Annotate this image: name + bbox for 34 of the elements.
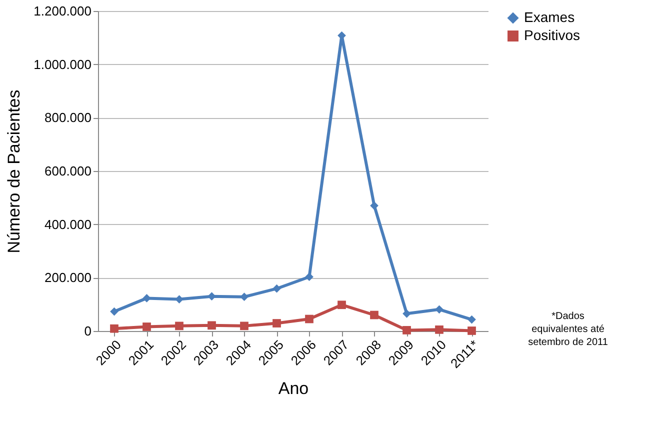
y-tick-label: 600.000 [44, 164, 92, 178]
point [468, 326, 476, 335]
point [240, 292, 248, 302]
point [370, 310, 378, 320]
y-tick-label: 800.000 [44, 110, 92, 126]
y-tick-label: 1.200.000 [34, 4, 92, 18]
point [110, 307, 118, 316]
point [435, 305, 444, 314]
legend-label: Exames [524, 9, 575, 25]
point [208, 321, 216, 330]
point [402, 309, 411, 318]
point [110, 324, 118, 333]
point [272, 319, 281, 328]
x-axis-title: Ano [278, 379, 309, 398]
point [468, 315, 476, 324]
point [338, 300, 346, 310]
point [142, 322, 151, 331]
y-tick-label: 0 [84, 324, 92, 338]
point [240, 322, 248, 330]
point [305, 314, 314, 324]
point [435, 325, 444, 334]
point [370, 201, 378, 210]
text: *Dados equivalentes até setembro de 2011 [528, 311, 608, 348]
point [402, 326, 411, 334]
y-tick-label: 200.000 [44, 270, 92, 286]
point [305, 272, 314, 282]
point [272, 284, 281, 293]
point [142, 294, 151, 302]
y-axis-title: Número de Pacientes [4, 90, 24, 254]
point [175, 322, 184, 330]
legend-label: Positivos [524, 27, 580, 43]
y-tick-label: 1.000.000 [34, 56, 92, 72]
y-tick-label: 400.000 [44, 216, 92, 232]
point [175, 295, 184, 304]
